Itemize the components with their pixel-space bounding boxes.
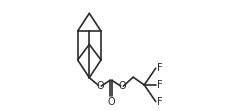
Text: F: F [156, 80, 162, 90]
Text: F: F [156, 63, 162, 73]
Text: O: O [118, 81, 125, 91]
Text: O: O [96, 81, 103, 91]
Text: O: O [107, 97, 114, 107]
Text: F: F [156, 97, 162, 107]
